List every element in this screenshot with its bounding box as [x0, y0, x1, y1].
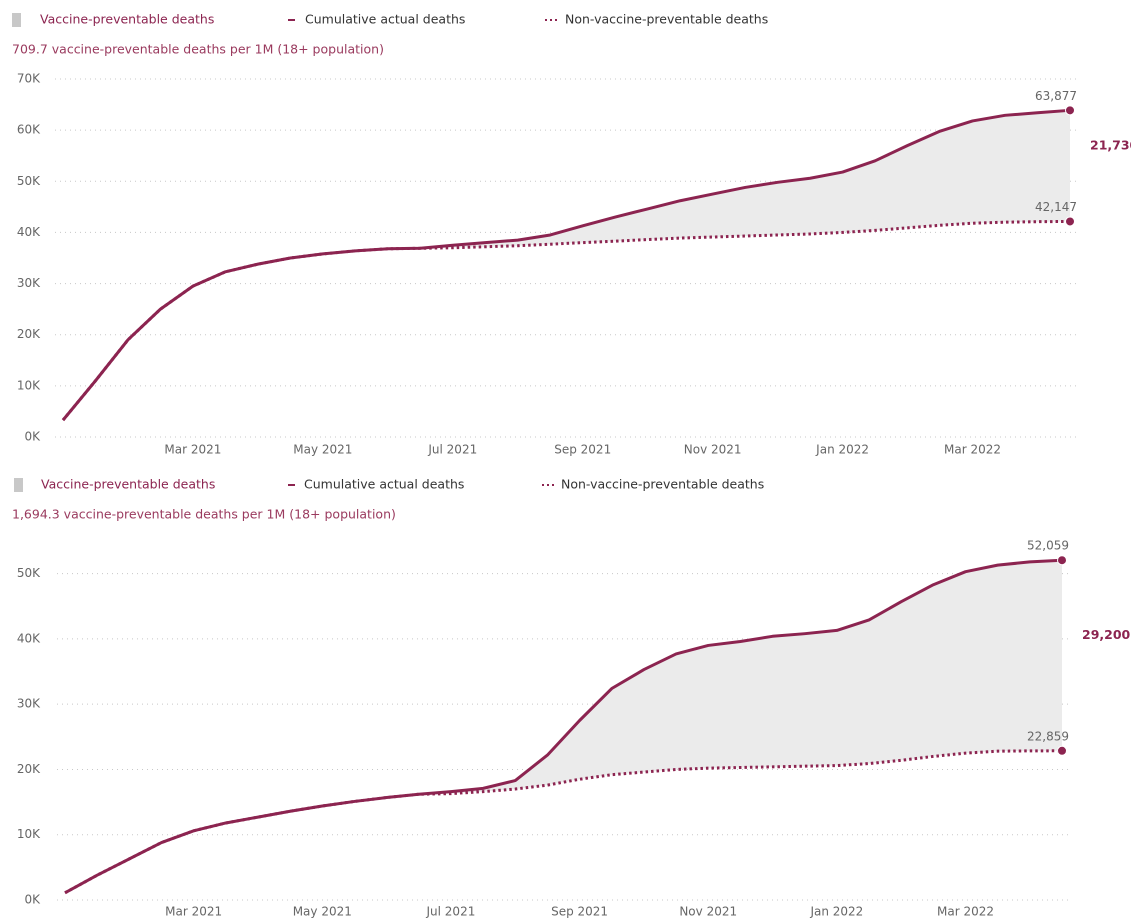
subtitle: 709.7 vaccine-preventable deaths per 1M …	[12, 42, 384, 57]
x-tick-label: Jan 2022	[809, 905, 863, 919]
y-tick-label: 10K	[17, 378, 41, 392]
x-tick-label: Mar 2021	[164, 443, 221, 457]
gap-label: 29,200	[1082, 627, 1131, 642]
x-tick-label: May 2021	[293, 443, 352, 457]
legend-label: Vaccine-preventable deaths	[40, 12, 214, 27]
line	[64, 749, 1063, 895]
legend-label: Cumulative actual deaths	[304, 477, 464, 492]
legend-label: Non-vaccine-preventable deaths	[565, 12, 768, 27]
y-tick-label: 30K	[17, 276, 41, 290]
data-label: 52,059	[1027, 539, 1069, 553]
x-tick-label: Mar 2022	[944, 443, 1001, 457]
x-tick-label: Jul 2021	[426, 905, 476, 919]
legend-swatch	[12, 13, 21, 27]
legend-swatch	[14, 478, 23, 492]
x-tick-label: Nov 2021	[684, 443, 742, 457]
legend-label: Cumulative actual deaths	[305, 12, 465, 27]
gap-area	[65, 560, 1062, 893]
y-tick-label: 40K	[17, 631, 41, 645]
x-tick-label: Mar 2022	[937, 905, 994, 919]
legend-label: Non-vaccine-preventable deaths	[561, 477, 764, 492]
x-tick-label: Jul 2021	[427, 443, 477, 457]
chart: Vaccine-preventable deaths Cumulative act…	[12, 12, 1131, 457]
y-tick-label: 70K	[17, 72, 41, 86]
x-tick-label: Sep 2021	[554, 443, 611, 457]
x-tick-label: Sep 2021	[551, 905, 608, 919]
subtitle: 1,694.3 vaccine-preventable deaths per 1…	[12, 507, 396, 522]
x-tick-label: Nov 2021	[679, 905, 737, 919]
y-tick-label: 20K	[17, 327, 41, 341]
y-tick-label: 30K	[17, 697, 41, 711]
x-tick-label: Jan 2022	[815, 443, 869, 457]
line	[61, 108, 1071, 422]
end-marker	[1057, 555, 1067, 566]
y-tick-label: 60K	[17, 123, 41, 137]
y-tick-label: 0K	[24, 430, 41, 444]
x-tick-label: May 2021	[293, 905, 352, 919]
legend-label: Vaccine-preventable deaths	[41, 477, 215, 492]
data-label: 63,877	[1035, 89, 1077, 103]
gap-label: 21,730	[1090, 137, 1131, 152]
line	[61, 219, 1071, 422]
y-tick-label: 10K	[17, 827, 41, 841]
end-marker	[1057, 745, 1067, 756]
y-tick-label: 50K	[17, 174, 41, 188]
data-label: 22,859	[1027, 729, 1069, 743]
y-tick-label: 40K	[17, 225, 41, 239]
end-marker	[1065, 105, 1075, 116]
y-tick-label: 20K	[17, 762, 41, 776]
y-tick-label: 0K	[24, 893, 41, 907]
data-label: 42,147	[1035, 200, 1077, 214]
chart: Vaccine-preventable deaths Cumulative act…	[12, 477, 1131, 919]
x-tick-label: Mar 2021	[165, 905, 222, 919]
y-tick-label: 50K	[17, 566, 41, 580]
gap-area	[63, 110, 1070, 421]
end-marker	[1065, 216, 1075, 227]
